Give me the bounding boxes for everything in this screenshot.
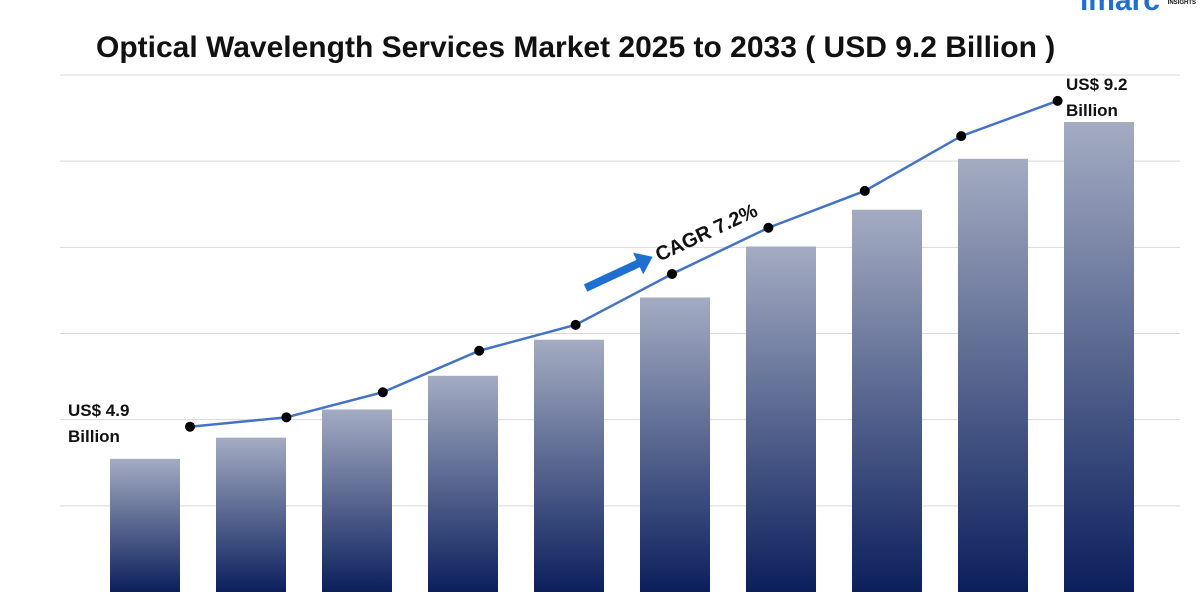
cagr-arrow xyxy=(583,252,653,292)
bar xyxy=(534,339,604,592)
bar xyxy=(428,375,498,592)
trend-point xyxy=(956,131,967,142)
bar xyxy=(216,437,286,592)
trend-point xyxy=(667,268,677,279)
bar xyxy=(110,458,180,592)
bar xyxy=(852,209,922,592)
chart-title: Optical Wavelength Services Market 2025 … xyxy=(96,31,1056,64)
trend-point xyxy=(281,412,292,423)
trend-point xyxy=(185,421,195,432)
trend-point xyxy=(474,345,485,356)
trend-point xyxy=(377,387,388,398)
trend-point xyxy=(763,222,774,233)
trend-line xyxy=(189,99,1059,428)
trend-point xyxy=(570,319,581,330)
value-label: US$ 9.2 Billion xyxy=(1066,75,1128,121)
brand-sub: INSIGHTS xyxy=(1167,0,1196,6)
brand: imarc xyxy=(1079,0,1160,17)
bar xyxy=(746,246,816,593)
bar xyxy=(958,158,1028,593)
bar xyxy=(322,409,392,592)
cagr-annotation: CAGR 7.2% xyxy=(583,200,761,292)
bar xyxy=(1064,122,1134,592)
trend-point xyxy=(859,185,870,196)
bar xyxy=(640,297,710,592)
trend-point xyxy=(1052,95,1063,106)
value-label: US$ 4.9 Billion xyxy=(68,401,130,447)
